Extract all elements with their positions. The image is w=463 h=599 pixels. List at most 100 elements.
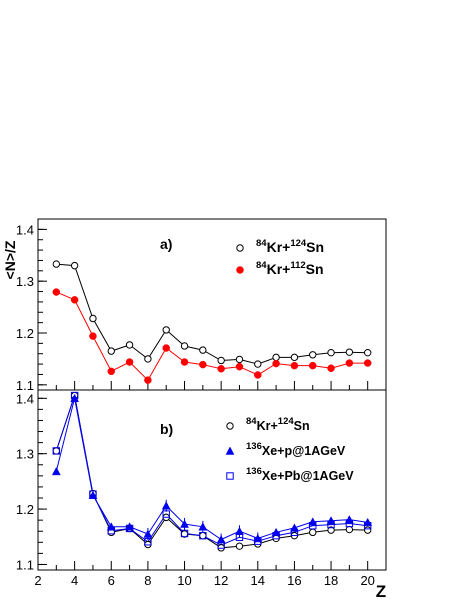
data-point: [125, 522, 134, 531]
data-point: [125, 358, 134, 366]
y-tick-label: 1.3: [16, 447, 34, 462]
legend-marker: [226, 422, 234, 430]
data-point: [180, 519, 189, 528]
x-tick-label: 12: [214, 573, 228, 588]
data-point: [125, 341, 134, 349]
legend-text: Xe+Pb@1AGeV: [262, 469, 354, 483]
x-tick-label: 20: [360, 573, 374, 588]
data-point: [345, 519, 354, 528]
x-tick-label: 4: [71, 573, 78, 588]
data-point: [235, 362, 244, 371]
y-tick-label: 1.3: [16, 274, 34, 289]
legend-marker: [225, 446, 235, 455]
data-point: [290, 528, 299, 537]
data-point: [327, 348, 335, 357]
legend-superscript: 136: [246, 441, 262, 452]
data-point: [235, 355, 244, 364]
data-point: [198, 522, 208, 531]
legend-superscript: 136: [246, 466, 262, 477]
plot-frame: [37, 218, 387, 391]
legend-text: Kr+: [267, 261, 291, 277]
x-tick-label: 14: [251, 573, 265, 588]
data-point: [235, 533, 244, 542]
data-point: [327, 364, 335, 372]
data-point: [216, 535, 226, 544]
data-point: [345, 348, 354, 356]
data-point: [217, 541, 225, 549]
data-point: [272, 531, 280, 540]
x-tick-label: 2: [34, 573, 41, 588]
legend-label: 84Kr+124Sn: [246, 416, 310, 433]
data-point: [309, 351, 317, 359]
data-point: [107, 526, 115, 535]
x-tick-label: 6: [108, 573, 115, 588]
data-point: [89, 490, 97, 498]
data-point: [199, 531, 207, 540]
y-tick-label: 1.2: [16, 326, 34, 341]
data-point: [180, 358, 189, 366]
data-point: [161, 501, 171, 510]
data-point: [272, 359, 280, 368]
data-point: [52, 288, 61, 296]
data-point: [363, 359, 372, 367]
panel-label: a): [160, 236, 172, 252]
legend-superscript: 84: [246, 416, 257, 427]
data-point: [309, 528, 317, 537]
plot-frame: [37, 389, 387, 571]
y-axis-title: <N>/Z: [2, 240, 18, 279]
x-tick-label: 16: [287, 573, 301, 588]
data-point: [199, 346, 207, 354]
data-point: [143, 529, 153, 538]
legend-marker: [236, 244, 244, 252]
data-point: [326, 516, 336, 525]
data-point: [144, 538, 152, 546]
x-tick-label: 18: [324, 573, 338, 588]
y-tick-label: 1.2: [16, 502, 34, 517]
data-point: [70, 296, 79, 304]
data-point: [107, 367, 116, 376]
legend-text: Xe+p@1AGeV: [262, 444, 346, 458]
data-point: [162, 344, 170, 352]
data-point: [217, 356, 225, 365]
data-point: [254, 360, 262, 368]
data-point: [235, 542, 244, 550]
data-point: [254, 537, 262, 545]
data-point: [345, 525, 354, 534]
data-point: [199, 531, 207, 540]
legend-text: Kr+: [267, 239, 291, 255]
series-line: [55, 398, 368, 541]
legend-label: 136Xe+p@1AGeV: [246, 441, 346, 458]
data-point: [327, 520, 335, 529]
data-point: [144, 376, 152, 384]
legend-label: 84Kr+112Sn: [256, 260, 324, 277]
data-point: [144, 355, 152, 363]
legend-marker: [226, 472, 234, 480]
x-tick-label: 8: [144, 573, 151, 588]
data-point: [52, 447, 61, 455]
legend-text: Sn: [306, 261, 324, 277]
legend-superscript: 84: [256, 260, 267, 271]
data-point: [309, 521, 317, 530]
data-point: [70, 391, 79, 400]
legend-text: Kr+: [257, 419, 278, 433]
legend-label: 84Kr+124Sn: [256, 238, 324, 255]
data-point: [106, 522, 116, 531]
legend-superscript: 84: [256, 238, 267, 249]
legend-text: Sn: [294, 419, 310, 433]
legend-superscript: 112: [290, 260, 305, 271]
y-tick-label: 1.1: [16, 378, 34, 393]
x-tick-label: 10: [177, 573, 191, 588]
legend-superscript: 124: [278, 416, 295, 427]
data-point: [107, 347, 115, 355]
data-point: [272, 353, 280, 362]
data-point: [363, 348, 372, 357]
data-point: [363, 521, 372, 530]
legend-text: Sn: [306, 239, 324, 255]
data-point: [51, 466, 61, 476]
panel-b: 1.1 1.2 1.3 1.4 2 4 6 8 10 12 14 16 18 20 b) 84Kr+124Sn…: [16, 389, 387, 588]
data-point: [290, 353, 299, 362]
data-point: [254, 371, 262, 379]
data-point: [344, 515, 354, 524]
